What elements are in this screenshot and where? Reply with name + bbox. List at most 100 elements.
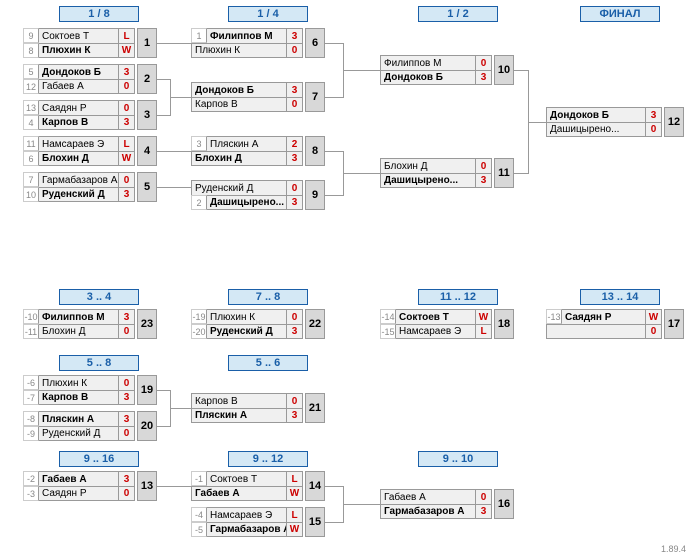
player-name: Блохин Д — [39, 325, 118, 338]
seed: -11 — [23, 324, 39, 339]
score: L — [118, 137, 134, 151]
score: 0 — [286, 394, 302, 408]
version-label: 1.89.4 — [661, 544, 686, 554]
match-row: 3Пляскин А2 — [191, 136, 303, 151]
match-row: -5Гармабазаров АW — [191, 522, 303, 537]
connector — [325, 486, 343, 487]
player-name: Блохин Д — [192, 152, 286, 165]
round-label: 9 .. 16 — [59, 451, 139, 467]
match-row: 6Блохин ДW — [23, 151, 135, 166]
connector — [157, 486, 191, 487]
match-row: Габаев А0 — [380, 489, 492, 504]
match-row: -19Плюхин К0 — [191, 309, 303, 324]
score: 0 — [118, 487, 134, 500]
seed: 5 — [23, 64, 39, 79]
seed: -20 — [191, 324, 207, 339]
match-row: 4Карпов В3 — [23, 115, 135, 130]
score: 3 — [286, 196, 302, 209]
round-label: 1 / 8 — [59, 6, 139, 22]
score: 3 — [118, 65, 134, 79]
score: 3 — [286, 409, 302, 422]
match-row: Дондоков Б3 — [546, 107, 662, 122]
player-name: Карпов В — [39, 391, 118, 404]
match: -4Намсараев ЭL-5Гармабазаров АW15 — [191, 507, 303, 537]
player-name: Плюхин К — [39, 376, 118, 390]
match-row: Гармабазаров А3 — [380, 504, 492, 519]
connector — [514, 173, 528, 174]
match-row: 2Дашицырено...3 — [191, 195, 303, 210]
match-number: 19 — [137, 375, 157, 405]
player-name: Дондоков Б — [547, 108, 645, 122]
score: 0 — [645, 325, 661, 338]
round-label: 11 .. 12 — [418, 289, 498, 305]
seed: -10 — [23, 309, 39, 324]
match-row: -9Руденский Д0 — [23, 426, 135, 441]
score: 3 — [286, 152, 302, 165]
match-row: Плюхин К0 — [191, 43, 303, 58]
player-name: Плюхин К — [39, 44, 118, 57]
round-label: 5 .. 6 — [228, 355, 308, 371]
player-name: Намсараев Э — [396, 325, 475, 338]
seed: 9 — [23, 28, 39, 43]
match-row: Дондоков Б3 — [380, 70, 492, 85]
match: Блохин Д0Дашицырено...311 — [380, 158, 492, 188]
player-name — [547, 325, 645, 338]
round-label: 9 .. 10 — [418, 451, 498, 467]
match-row: 1Филиппов М3 — [191, 28, 303, 43]
match: -8Пляскин А3-9Руденский Д020 — [23, 411, 135, 441]
match-number: 3 — [137, 100, 157, 130]
match: -1Соктоев ТLГабаев АW14 — [191, 471, 303, 501]
score: 0 — [118, 173, 134, 187]
player-name: Дондоков Б — [192, 83, 286, 97]
score: 3 — [286, 325, 302, 338]
match-number: 11 — [494, 158, 514, 188]
seed: -2 — [23, 471, 39, 486]
seed: 11 — [23, 136, 39, 151]
player-name: Саядян Р — [39, 487, 118, 500]
match-row: Филиппов М0 — [380, 55, 492, 70]
match-row: -14Соктоев ТW — [380, 309, 492, 324]
seed: -1 — [191, 471, 207, 486]
score: 0 — [286, 44, 302, 57]
round-label: 1 / 2 — [418, 6, 498, 22]
connector — [325, 43, 343, 44]
player-name: Габаев А — [192, 487, 286, 500]
match-row: -20Руденский Д3 — [191, 324, 303, 339]
score: 0 — [118, 101, 134, 115]
match-row: Дашицырено...0 — [546, 122, 662, 137]
connector — [325, 151, 343, 152]
match-row: -6Плюхин К0 — [23, 375, 135, 390]
player-name: Блохин Д — [381, 159, 475, 173]
player-name: Дашицырено... — [547, 123, 645, 136]
player-name: Руденский Д — [207, 325, 286, 338]
match-number: 1 — [137, 28, 157, 58]
match-number: 12 — [664, 107, 684, 137]
match-row: -13Саядян РW — [546, 309, 662, 324]
player-name: Пляскин А — [192, 409, 286, 422]
player-name: Габаев А — [39, 472, 118, 486]
score: W — [286, 487, 302, 500]
match-row: Руденский Д0 — [191, 180, 303, 195]
match-number: 5 — [137, 172, 157, 202]
seed: -15 — [380, 324, 396, 339]
score: W — [645, 310, 661, 324]
match: -14Соктоев ТW-15Намсараев ЭL18 — [380, 309, 492, 339]
match: 13Саядян Р04Карпов В33 — [23, 100, 135, 130]
player-name: Габаев А — [39, 80, 118, 93]
match-row: -11Блохин Д0 — [23, 324, 135, 339]
score: 3 — [118, 412, 134, 426]
match: 11Намсараев ЭL6Блохин ДW4 — [23, 136, 135, 166]
player-name: Руденский Д — [39, 188, 118, 201]
seed: 8 — [23, 43, 39, 58]
match-row: -7Карпов В3 — [23, 390, 135, 405]
player-name: Пляскин А — [207, 137, 286, 151]
match-number: 20 — [137, 411, 157, 441]
seed: -19 — [191, 309, 207, 324]
player-name: Дашицырено... — [207, 196, 286, 209]
match-row: Дондоков Б3 — [191, 82, 303, 97]
player-name: Соктоев Т — [396, 310, 475, 324]
connector — [170, 408, 191, 409]
match-row: 11Намсараев ЭL — [23, 136, 135, 151]
score: 0 — [286, 181, 302, 195]
seed: 2 — [191, 195, 207, 210]
